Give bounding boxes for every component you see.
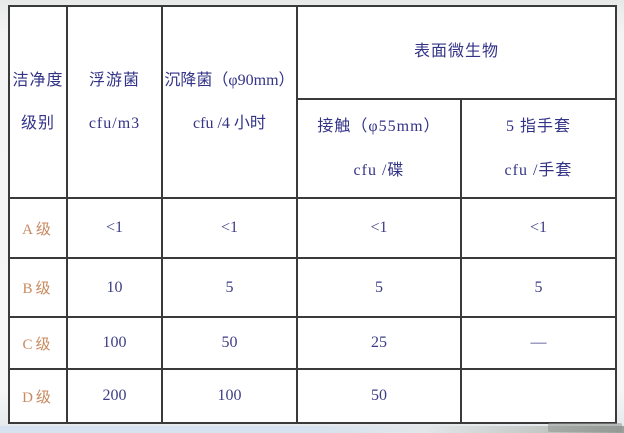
- table-cell-a-glove: <1: [462, 199, 615, 259]
- header-cleanliness-level: 洁净度 级别: [10, 7, 68, 199]
- header-contact-plate: 接触（φ55mm） cfu /碟: [298, 100, 462, 199]
- header-surface-microorganisms: 表面微生物: [298, 7, 615, 100]
- table-cell-a-contact: <1: [298, 199, 462, 259]
- row-label-grade-a: A级: [10, 199, 68, 259]
- table-cell-b-settling: 5: [163, 259, 298, 318]
- table-cell-a-airborne: <1: [68, 199, 163, 259]
- photo-bottom-edge-artifact: [0, 426, 624, 433]
- table-cell-b-glove: 5: [462, 259, 615, 318]
- photo-corner-smudge-artifact: [548, 423, 622, 432]
- header-five-finger-glove: 5 指手套 cfu /手套: [462, 100, 615, 199]
- table-cell-c-contact: 25: [298, 318, 462, 370]
- cleanroom-microbial-limits-table: 洁净度 级别 浮游菌 cfu/m3 沉降菌（φ90mm） cfu /4 小时 表…: [8, 5, 617, 424]
- table-cell-a-settling: <1: [163, 199, 298, 259]
- table-cell-d-airborne: 200: [68, 370, 163, 422]
- table-cell-c-glove: —: [462, 318, 615, 370]
- row-label-grade-d: D级: [10, 370, 68, 422]
- table-cell-d-glove: [462, 370, 615, 422]
- header-settling-bacteria: 沉降菌（φ90mm） cfu /4 小时: [163, 7, 298, 199]
- table-cell-b-airborne: 10: [68, 259, 163, 318]
- table-cell-d-settling: 100: [163, 370, 298, 422]
- table-cell-d-contact: 50: [298, 370, 462, 422]
- header-airborne-bacteria: 浮游菌 cfu/m3: [68, 7, 163, 199]
- table-cell-c-airborne: 100: [68, 318, 163, 370]
- row-label-grade-c: C级: [10, 318, 68, 370]
- row-label-grade-b: B级: [10, 259, 68, 318]
- table-cell-b-contact: 5: [298, 259, 462, 318]
- table-cell-c-settling: 50: [163, 318, 298, 370]
